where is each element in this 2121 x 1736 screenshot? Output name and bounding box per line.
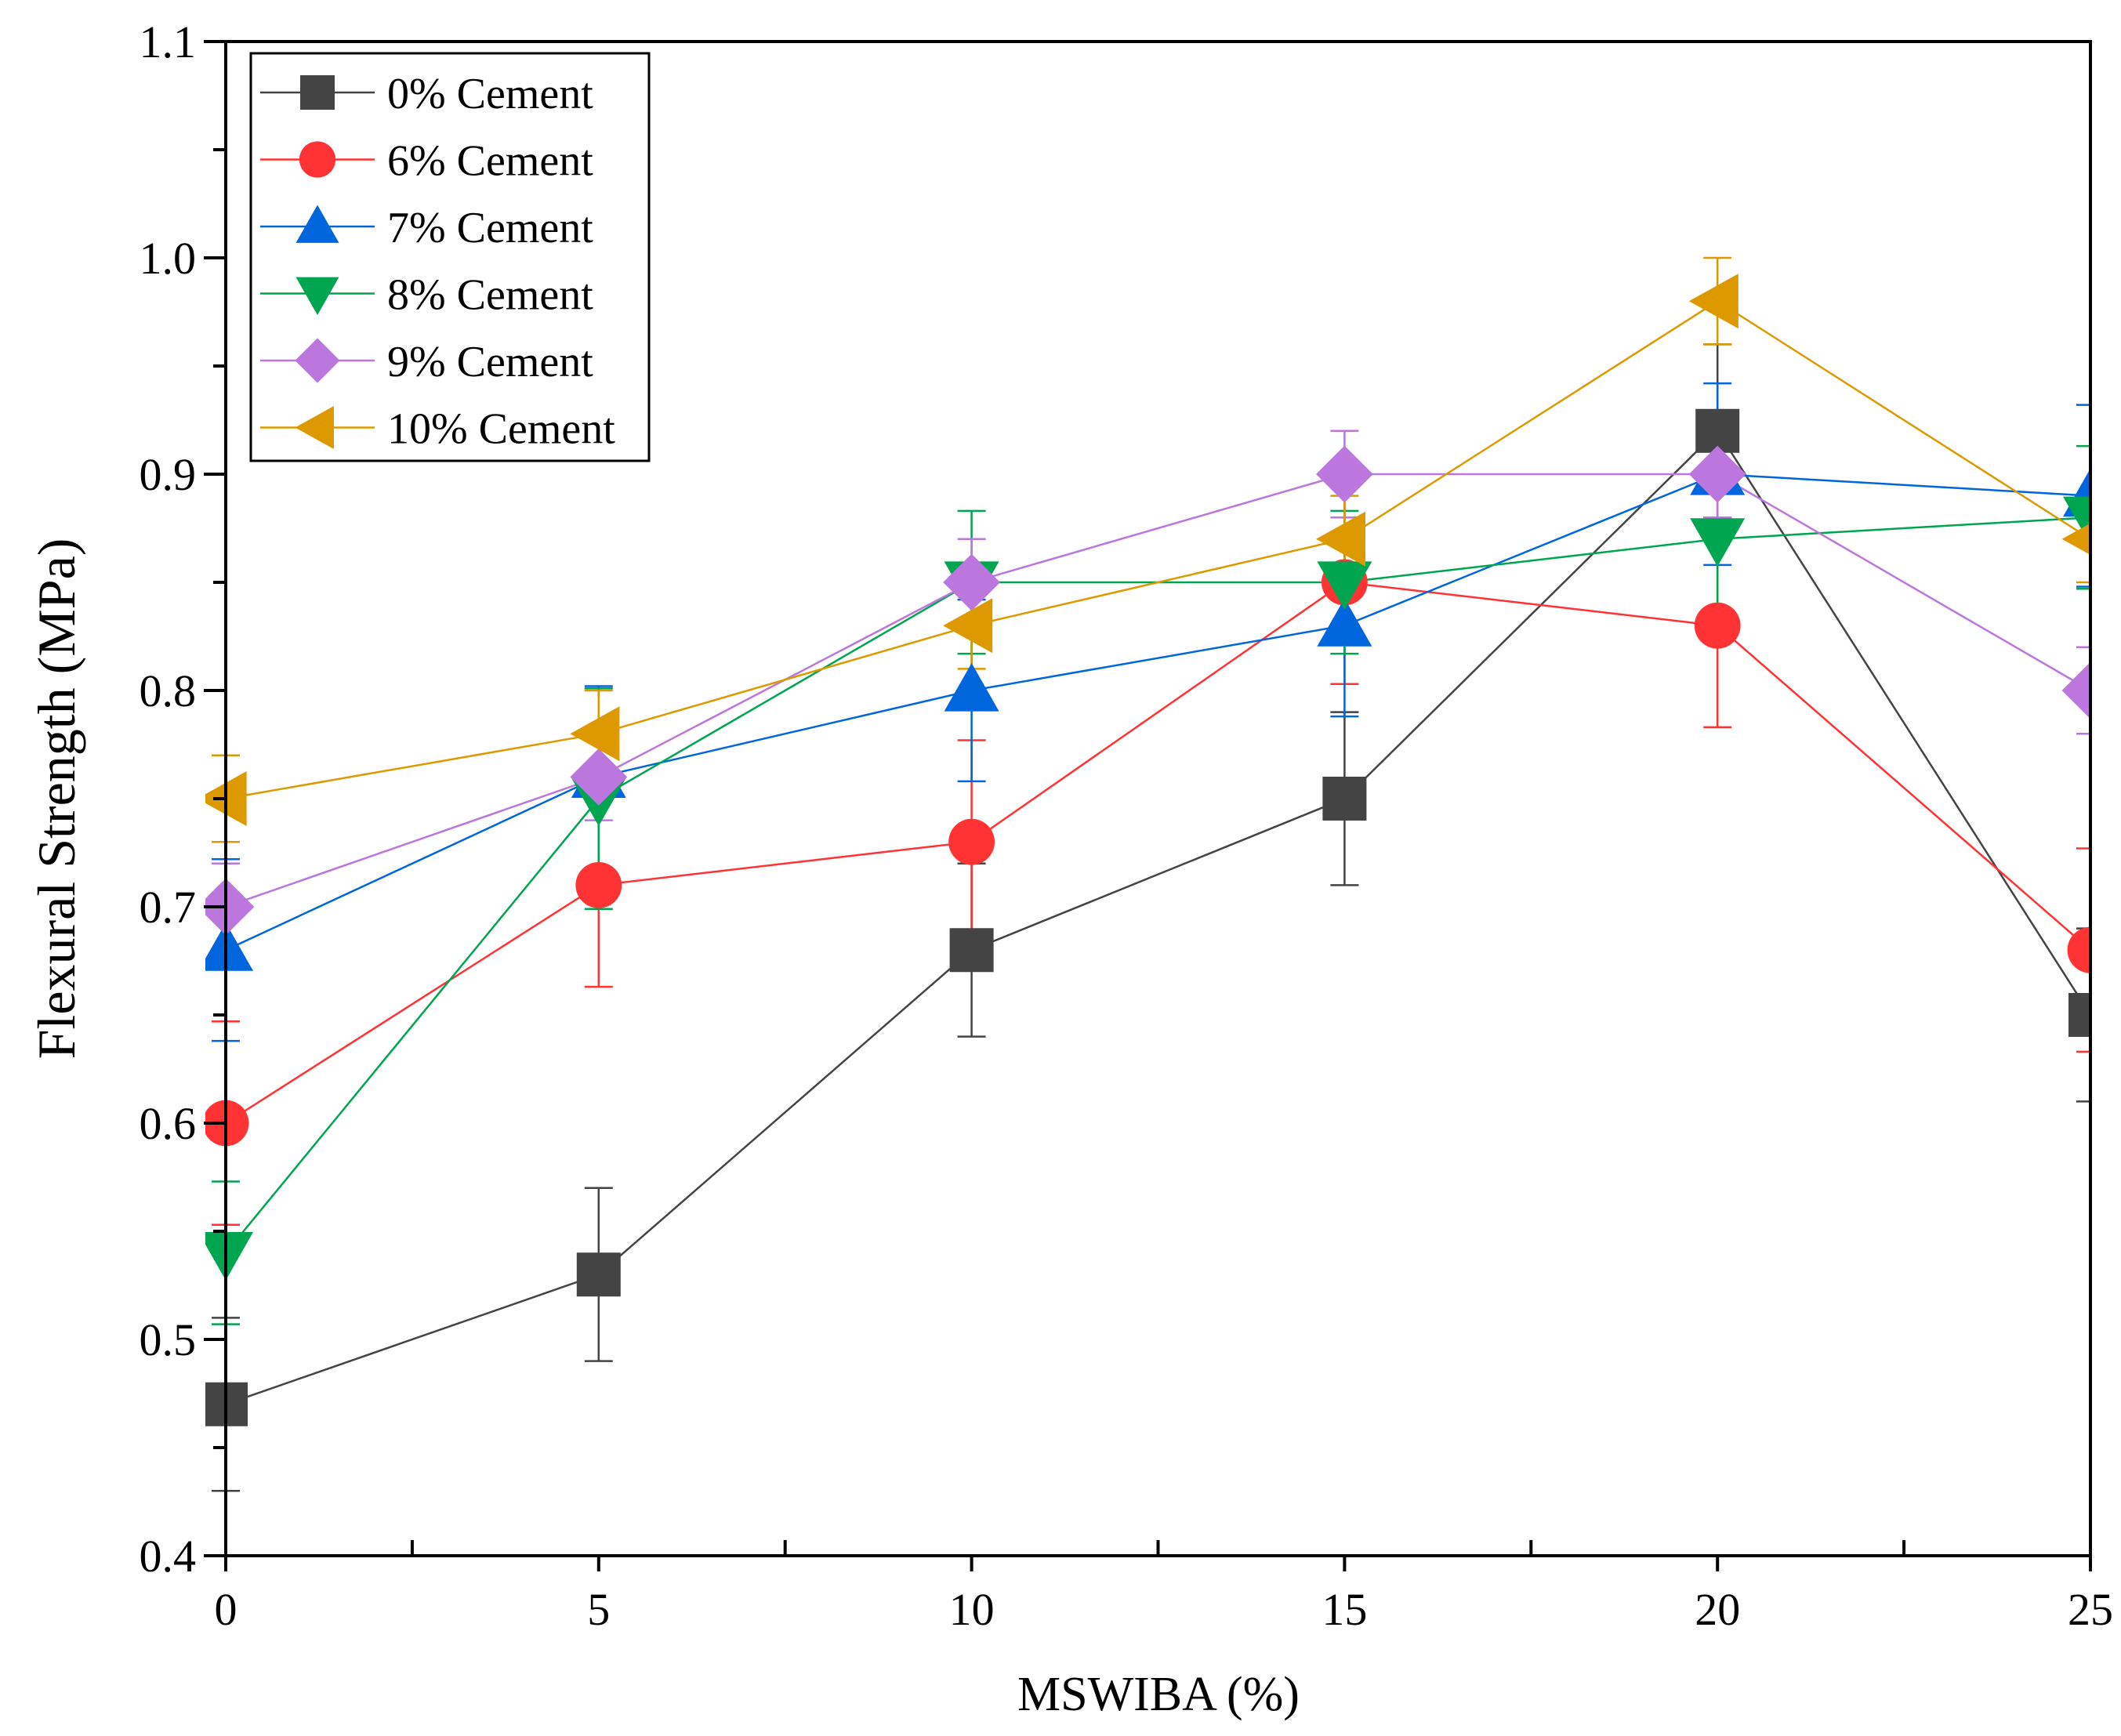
data-point bbox=[2067, 926, 2090, 973]
x-tick-label: 0 bbox=[215, 1584, 237, 1635]
data-point bbox=[1688, 445, 1746, 503]
data-point bbox=[205, 1232, 253, 1281]
data-point bbox=[1316, 445, 1373, 503]
data-point bbox=[2061, 661, 2090, 719]
series-line bbox=[225, 473, 2090, 951]
series-markers bbox=[205, 274, 2090, 1426]
data-point bbox=[944, 663, 999, 712]
x-tick-label: 20 bbox=[1695, 1584, 1740, 1635]
plot-area bbox=[205, 256, 2090, 1492]
data-point bbox=[1317, 598, 1372, 647]
data-point bbox=[1690, 518, 1746, 567]
data-point bbox=[943, 553, 1000, 611]
y-tick-label: 0.9 bbox=[140, 449, 197, 500]
y-tick-label: 0.4 bbox=[140, 1531, 197, 1582]
legend-entry-label: 6% Cement bbox=[387, 137, 593, 186]
data-point bbox=[1317, 561, 1372, 610]
y-tick-label: 0.6 bbox=[140, 1098, 197, 1149]
y-axis-label: Flexural Strength (MPa) bbox=[27, 538, 86, 1060]
data-point bbox=[205, 878, 255, 936]
data-point bbox=[943, 598, 993, 654]
legend-box bbox=[249, 52, 651, 462]
y-tick-label: 0.7 bbox=[140, 882, 197, 933]
data-point bbox=[1322, 777, 1367, 821]
data-point bbox=[570, 748, 628, 806]
legend-entry-label: 7% Cement bbox=[387, 204, 593, 252]
series-line bbox=[225, 516, 2090, 1254]
legend-marker bbox=[299, 141, 336, 178]
x-tick-label: 5 bbox=[587, 1584, 610, 1635]
series-line bbox=[225, 581, 2090, 1125]
data-point bbox=[949, 928, 994, 973]
data-point bbox=[576, 1252, 621, 1297]
y-tick-label: 1.1 bbox=[140, 16, 197, 67]
legend: 0% Cement 6% Cement 7% Cement 8% Cement 9% C… bbox=[249, 52, 651, 462]
y-axis-ticks: 0.4 0.5 0.6 0.7 0.8 0.9 1.0 1.1 bbox=[140, 16, 226, 1582]
x-tick-label: 10 bbox=[949, 1584, 995, 1635]
series-lines bbox=[225, 299, 2090, 1405]
y-tick-label: 0.5 bbox=[140, 1314, 197, 1365]
x-tick-label: 15 bbox=[1322, 1584, 1367, 1635]
data-point bbox=[2061, 523, 2090, 556]
x-axis-ticks: 0 5 10 15 20 25 bbox=[215, 1540, 2113, 1635]
legend-entry-label: 0% Cement bbox=[387, 70, 593, 118]
legend-marker bbox=[295, 338, 340, 383]
x-tick-label: 25 bbox=[2068, 1584, 2113, 1635]
series-line bbox=[225, 473, 2090, 908]
y-tick-label: 0.8 bbox=[140, 665, 197, 716]
y-tick-label: 1.0 bbox=[140, 233, 197, 284]
data-point bbox=[1694, 602, 1741, 649]
series-line bbox=[225, 299, 2090, 800]
legend-entry-label: 9% Cement bbox=[387, 338, 593, 386]
legend-marker bbox=[295, 205, 339, 243]
axes: 0 5 10 15 20 25 0.4 0.5 0.6 0.7 0.8 0.9 1.0 1.1 bbox=[140, 16, 2114, 1635]
data-point bbox=[948, 818, 995, 865]
data-point bbox=[205, 922, 253, 971]
data-point bbox=[575, 862, 622, 908]
series-line bbox=[225, 429, 2090, 1405]
data-point bbox=[1688, 274, 1738, 329]
data-point bbox=[1695, 408, 1740, 453]
data-point bbox=[570, 706, 620, 762]
data-point bbox=[2068, 993, 2090, 1037]
legend-marker bbox=[295, 406, 334, 449]
legend-marker bbox=[300, 75, 335, 110]
x-axis-label: MSWIBA (%) bbox=[1017, 1668, 1300, 1721]
legend-entry-label: 10% Cement bbox=[387, 405, 615, 454]
data-point bbox=[1316, 511, 1365, 567]
legend-marker bbox=[295, 277, 339, 315]
legend-entry-label: 8% Cement bbox=[387, 271, 593, 320]
